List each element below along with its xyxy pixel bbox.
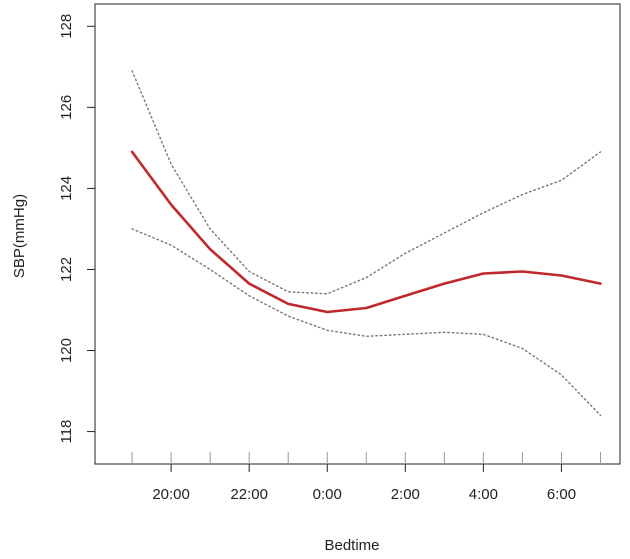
estimate-line [130, 150, 602, 314]
x-tick-label: 0:00 [313, 486, 342, 503]
y-tick-label: 118 [58, 420, 75, 444]
plot-frame [94, 3, 621, 465]
y-tick-label: 122 [58, 257, 75, 282]
y-axis: 118 120 122 124 126 128 [58, 14, 95, 444]
y-tick-label: 128 [58, 14, 75, 39]
x-axis-label: Bedtime [324, 537, 379, 554]
x-tick-label: 4:00 [469, 486, 498, 503]
x-tick-label: 20:00 [152, 486, 190, 503]
y-tick-label: 120 [58, 338, 75, 363]
x-tick-label: 6:00 [547, 486, 576, 503]
y-tick-label: 126 [58, 95, 75, 120]
y-tick-label: 124 [58, 176, 75, 201]
y-axis-label: SBP(mmHg) [11, 194, 28, 278]
lower-ci-line [131, 228, 602, 417]
x-tick-label: 2:00 [391, 486, 420, 503]
x-tick-label: 22:00 [230, 486, 268, 503]
series-layer [130, 70, 602, 417]
upper-ci-line [131, 70, 602, 295]
x-axis: 20:00 22:00 0:00 2:00 4:00 6:00 [131, 452, 601, 503]
